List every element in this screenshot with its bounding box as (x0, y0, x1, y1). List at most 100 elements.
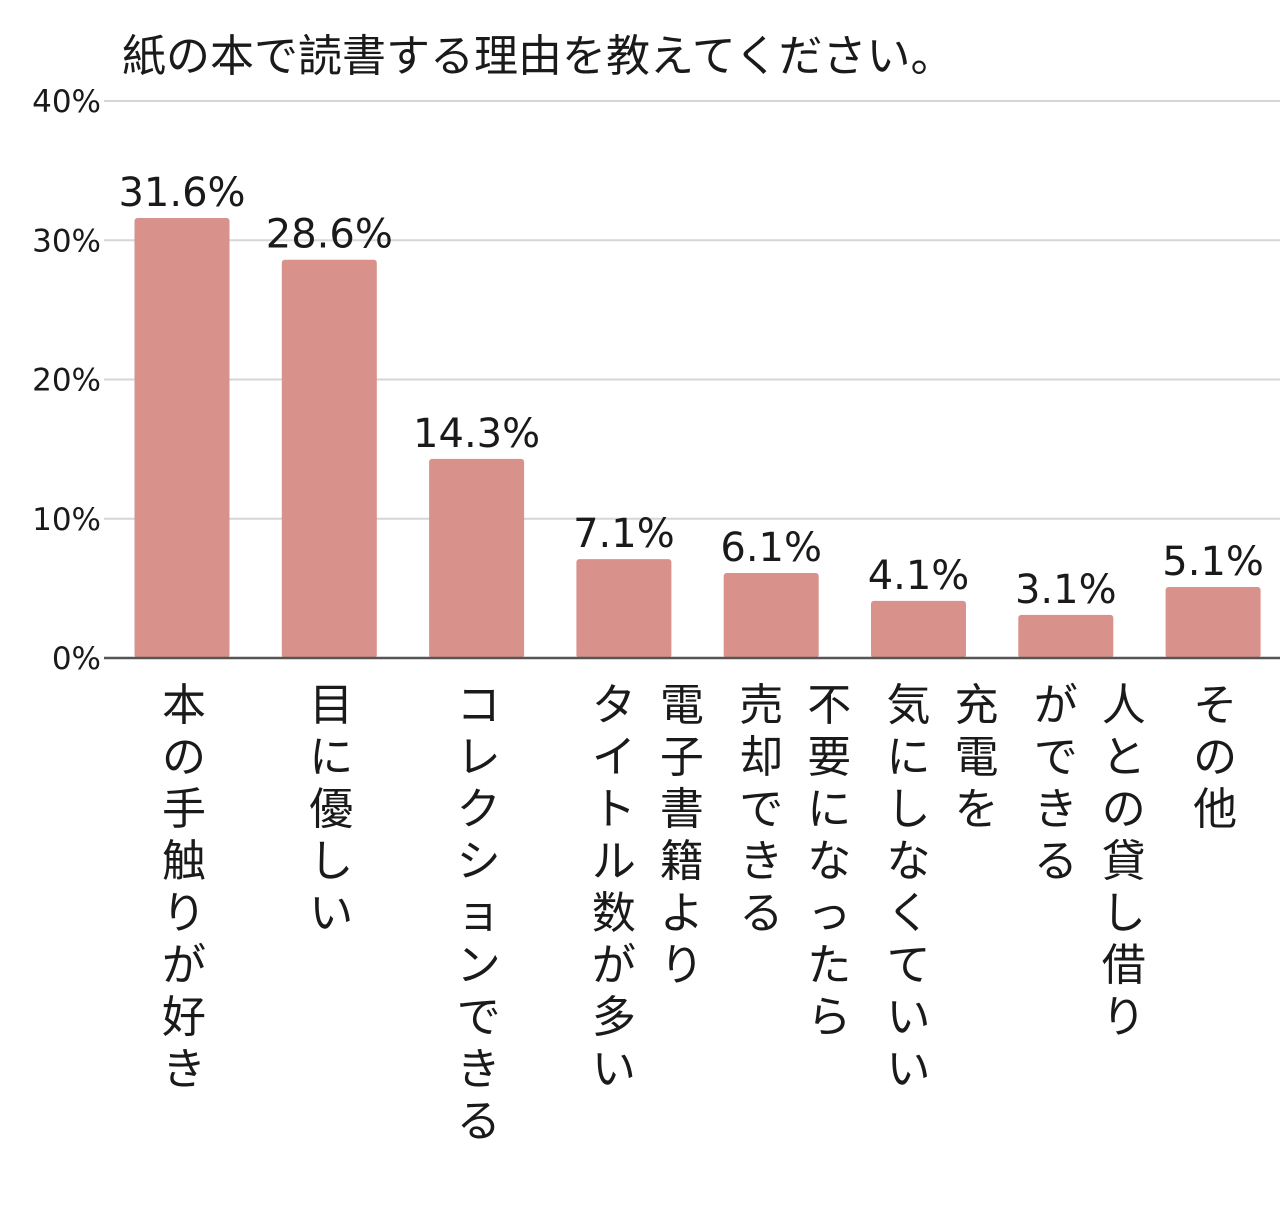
category-label-char: な (887, 836, 931, 887)
category-label-char: の (1193, 732, 1237, 783)
category-label-char: と (1102, 732, 1146, 783)
bars (134, 217, 1261, 658)
category-labels: 本の手触りが好き目に優しいコレクションできるタイトル数が多い電子書籍より売却でき… (162, 680, 1237, 1147)
category-label-char: て (887, 940, 931, 991)
category-label-char: の (1102, 784, 1146, 835)
category-label-char: 却 (739, 732, 783, 783)
category-label-char: イ (592, 732, 636, 783)
category-label-char: レ (457, 732, 501, 783)
category-label-char: り (660, 940, 704, 991)
bar (723, 573, 819, 658)
category-label-char: が (592, 940, 636, 991)
category-label-char: な (807, 836, 851, 887)
category-label-char: ら (807, 992, 851, 1043)
category-label-char: 売 (739, 680, 783, 731)
category-label-char: 子 (660, 732, 704, 783)
category-label-char: 電 (660, 680, 704, 731)
data-label: 7.1% (573, 511, 675, 557)
bar (576, 559, 672, 658)
category-label-char: る (1034, 836, 1078, 887)
data-label: 31.6% (118, 170, 245, 216)
category-label-char: 不 (807, 680, 851, 731)
category-label-char: で (739, 784, 783, 835)
category-label-char: 数 (592, 888, 636, 939)
category-label-char: に (309, 732, 353, 783)
category-label-char: い (592, 1044, 636, 1095)
category-label-char: 他 (1193, 784, 1237, 835)
data-label: 28.6% (266, 212, 393, 258)
category-label-char: し (887, 784, 931, 835)
category-label-char: い (887, 1044, 931, 1095)
category-label-char: 好 (162, 992, 206, 1043)
category-label-char: 書 (660, 784, 704, 835)
category-label-char: ト (592, 784, 636, 835)
category-label-char: に (807, 784, 851, 835)
y-tick-label: 10% (32, 502, 101, 538)
category-label-char: 触 (162, 836, 206, 887)
bar (429, 458, 525, 658)
category-label-char: 気 (887, 680, 931, 731)
gridlines (104, 100, 1280, 520)
category-label-char: 貸 (1102, 836, 1146, 887)
data-label: 5.1% (1162, 539, 1264, 585)
category-label-char: タ (592, 680, 636, 731)
category-label-char: 優 (309, 784, 353, 835)
bar (1165, 586, 1261, 658)
category-label-char: り (1102, 992, 1146, 1043)
chart-title: 紙の本で読書する理由を教えてください。 (122, 31, 954, 82)
category-label-char: き (457, 1044, 501, 1095)
category-label-char: 本 (162, 680, 206, 731)
category-label-char: コ (457, 680, 501, 731)
category-label-char: が (162, 940, 206, 991)
data-label: 14.3% (413, 411, 540, 457)
category-label-char: が (1034, 680, 1078, 731)
category-label-char: い (309, 888, 353, 939)
y-axis-tick-labels: 0% 10% 20% 30% 40% (32, 84, 101, 677)
category-label-char: ョ (457, 888, 501, 939)
bar (134, 217, 230, 658)
category-label-char: 多 (592, 992, 636, 1043)
category-label-char: シ (457, 836, 501, 887)
category-label-char: を (955, 784, 999, 835)
bar (281, 259, 377, 658)
category-label-char: 要 (807, 732, 851, 783)
category-label-char: た (807, 940, 851, 991)
category-label-char: に (887, 732, 931, 783)
category-label-char: り (162, 888, 206, 939)
category-label-char: い (887, 992, 931, 1043)
category-label-char: る (739, 888, 783, 939)
y-tick-label: 30% (32, 223, 101, 259)
category-label-char: き (739, 836, 783, 887)
bar (1018, 614, 1114, 658)
category-label-char: 電 (955, 732, 999, 783)
category-label-char: ク (457, 784, 501, 835)
category-label-char: る (457, 1096, 501, 1147)
data-label: 4.1% (868, 553, 970, 599)
data-label: 6.1% (720, 525, 822, 571)
y-tick-label: 20% (32, 363, 101, 399)
category-label-char: 手 (162, 784, 206, 835)
category-label-char: 目 (309, 680, 353, 731)
y-tick-label: 0% (52, 641, 101, 677)
category-label-char: 借 (1102, 940, 1146, 991)
data-labels: 31.6% 28.6% 14.3% 7.1% 6.1% 4.1% 3.1% 5.1% (118, 170, 1263, 613)
category-label-char: で (1034, 732, 1078, 783)
category-label-char: そ (1193, 680, 1237, 731)
data-label: 3.1% (1015, 567, 1117, 613)
category-label-char: ル (592, 836, 636, 887)
y-tick-label: 40% (32, 84, 101, 120)
category-label-char: よ (660, 888, 704, 939)
category-label-char: き (1034, 784, 1078, 835)
category-label-char: き (162, 1044, 206, 1095)
category-label-char: し (309, 836, 353, 887)
category-label-char: 充 (955, 680, 999, 731)
category-label-char: ン (457, 940, 501, 991)
category-label-char: 人 (1102, 680, 1146, 731)
category-label-char: の (162, 732, 206, 783)
category-label-char: く (887, 888, 931, 939)
category-label-char: し (1102, 888, 1146, 939)
bar (871, 600, 966, 658)
category-label-char: 籍 (660, 836, 704, 887)
category-label-char: っ (807, 888, 851, 939)
